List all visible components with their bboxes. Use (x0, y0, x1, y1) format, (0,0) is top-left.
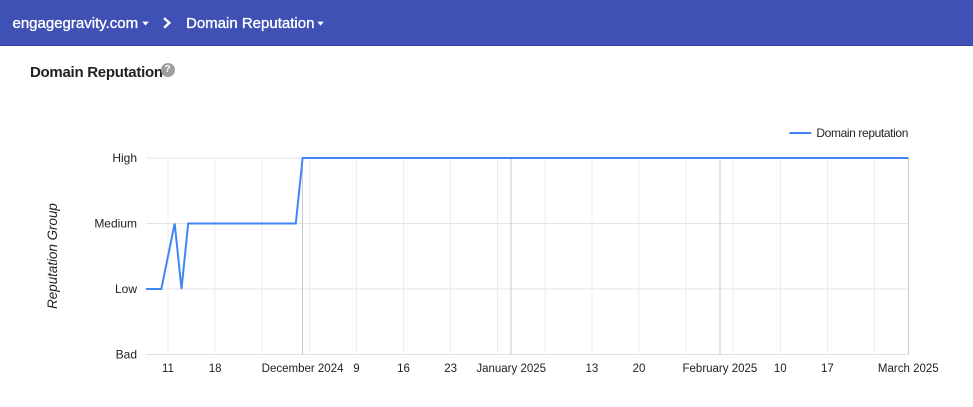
svg-text:10: 10 (774, 363, 787, 375)
svg-text:Low: Low (115, 282, 137, 296)
svg-text:9: 9 (353, 363, 359, 375)
svg-text:March 2025: March 2025 (878, 363, 939, 375)
svg-text:13: 13 (586, 363, 599, 375)
svg-text:20: 20 (633, 363, 646, 375)
svg-text:December 2024: December 2024 (262, 363, 344, 375)
svg-text:17: 17 (821, 363, 834, 375)
svg-text:Bad: Bad (116, 348, 137, 362)
svg-text:23: 23 (444, 363, 457, 375)
svg-text:Domain reputation: Domain reputation (816, 126, 908, 140)
svg-text:January 2025: January 2025 (476, 363, 546, 375)
svg-text:18: 18 (209, 363, 222, 375)
svg-text:11: 11 (162, 363, 174, 375)
svg-text:16: 16 (397, 363, 410, 375)
svg-text:February 2025: February 2025 (683, 363, 758, 375)
svg-text:High: High (112, 151, 137, 165)
svg-text:Reputation Group: Reputation Group (45, 203, 60, 309)
svg-text:Medium: Medium (94, 217, 137, 231)
